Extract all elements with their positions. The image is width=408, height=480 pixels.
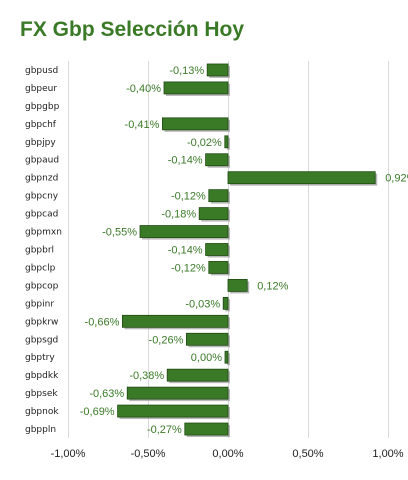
- value-label: -0,14%: [168, 245, 203, 257]
- category-label: gbpnok: [25, 407, 59, 417]
- value-label: -0,26%: [149, 334, 184, 346]
- value-label: -0,27%: [147, 424, 182, 436]
- bar: [205, 153, 229, 167]
- category-label: gbpchf: [25, 120, 57, 130]
- bar: [163, 81, 229, 95]
- category-label: gbpnzd: [25, 174, 58, 184]
- chart-title: FX Gbp Selección Hoy: [20, 18, 245, 41]
- x-axis-tick-labels: -1,00% -0,50% 0,00% 0,50% 1,00%: [51, 448, 404, 460]
- category-label: gbpgbp: [25, 102, 60, 112]
- bar: [185, 332, 229, 346]
- bar: [208, 189, 229, 203]
- value-label: -0,02%: [187, 137, 222, 149]
- x-tick-label: -0,50%: [131, 448, 166, 460]
- bar: [161, 117, 229, 131]
- category-label: gbpaud: [25, 156, 59, 166]
- category-label: gbppln: [25, 425, 56, 435]
- bar: [227, 171, 376, 185]
- category-label: gbpbrl: [25, 246, 54, 256]
- category-labels: gbpusd gbpeur gbpgbp gbpchf gbpjpy gbpaud gbpn…: [25, 66, 62, 435]
- value-label: -0,12%: [171, 262, 206, 274]
- category-label: gbpsek: [25, 389, 58, 399]
- value-label: 0,12%: [257, 280, 288, 292]
- x-tick-label: 1,00%: [372, 448, 403, 460]
- category-label: gbpeur: [25, 84, 57, 94]
- bar: [224, 135, 229, 149]
- bar-shadow: [227, 353, 230, 366]
- bar: [198, 207, 229, 220]
- value-label: -0,14%: [168, 155, 203, 167]
- bars: [117, 63, 378, 438]
- bar: [227, 279, 248, 292]
- value-labels: -0,13% -0,40% -0,41% -0,02% -0,14% 0,92% -0,12…: [80, 65, 408, 436]
- category-label: gbpmxn: [25, 228, 62, 238]
- value-label: -0,41%: [125, 119, 160, 131]
- value-label: -0,03%: [185, 298, 220, 310]
- value-label: -0,69%: [80, 406, 115, 418]
- value-label: -0,66%: [85, 316, 120, 328]
- category-label: gbpsgd: [25, 335, 58, 345]
- bar: [122, 314, 229, 328]
- x-tick-label: -1,00%: [51, 448, 86, 460]
- value-label: 0,00%: [191, 352, 222, 364]
- value-label: -0,40%: [126, 83, 161, 95]
- category-label: gbpinr: [25, 299, 54, 309]
- value-label: 0,92%: [385, 173, 408, 185]
- category-label: gbpjpy: [25, 138, 56, 148]
- bar: [222, 296, 229, 310]
- value-label: -0,55%: [102, 227, 137, 239]
- bar: [184, 422, 229, 436]
- value-label: -0,63%: [89, 388, 124, 400]
- category-label: gbpcop: [25, 281, 59, 291]
- bar: [166, 368, 229, 382]
- bar: [208, 261, 229, 274]
- category-label: gbpcad: [25, 210, 58, 220]
- value-label: -0,18%: [161, 209, 196, 221]
- category-label: gbpcny: [25, 192, 59, 202]
- category-label: gbptry: [25, 353, 55, 363]
- value-label: -0,13%: [169, 65, 204, 77]
- value-label: -0,38%: [129, 370, 164, 382]
- category-label: gbpkrw: [25, 317, 58, 327]
- bar: [117, 404, 229, 418]
- category-label: gbpusd: [25, 66, 58, 76]
- value-label: -0,12%: [171, 191, 206, 203]
- bar: [126, 386, 229, 400]
- bar: [205, 243, 229, 256]
- category-label: gbpdkk: [25, 371, 59, 381]
- bar: [206, 63, 229, 77]
- bar: [139, 225, 229, 238]
- x-tick-label: 0,00%: [212, 448, 243, 460]
- x-tick-label: 0,50%: [292, 448, 323, 460]
- bar: [224, 350, 229, 364]
- category-label: gbpclp: [25, 263, 56, 273]
